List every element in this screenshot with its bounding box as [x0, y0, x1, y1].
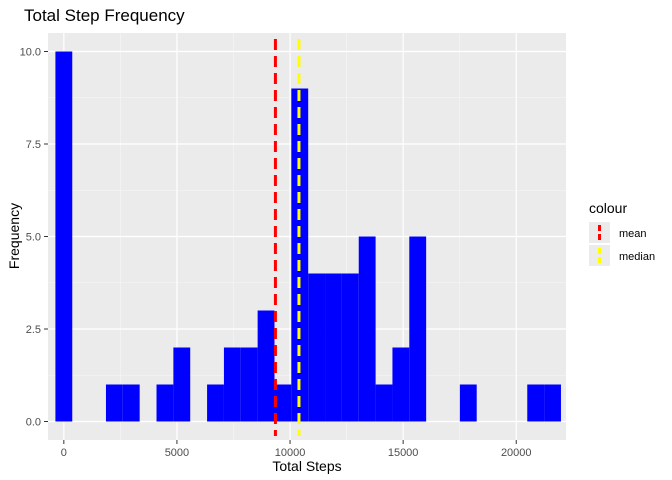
legend-key-background	[589, 245, 610, 266]
y-axis-title: Frequency	[6, 203, 22, 269]
histogram-bar	[375, 384, 393, 422]
histogram-bar	[409, 236, 427, 422]
x-tick-label: 15000	[388, 447, 419, 459]
histogram-bar	[459, 384, 477, 422]
x-tick-label: 20000	[501, 447, 532, 459]
histogram-bar	[105, 384, 123, 422]
histogram-bar	[173, 347, 191, 422]
x-axis: 0 5000 10000 15000 20000	[61, 440, 532, 459]
y-tick-label: 10.0	[20, 47, 41, 59]
chart-title: Total Step Frequency	[24, 6, 185, 25]
histogram-bar	[156, 384, 174, 422]
reference-lines	[273, 39, 301, 436]
histogram-bar	[325, 273, 342, 422]
y-axis: 0.0 2.5 5.0 7.5 10.0	[20, 47, 48, 429]
histogram-bar	[223, 347, 241, 422]
histogram-bar	[291, 88, 309, 422]
histogram-bar	[122, 384, 140, 422]
histogram-bar	[358, 236, 376, 422]
histogram-bar	[544, 384, 561, 422]
histogram-bar	[308, 273, 326, 422]
histogram-bar	[392, 347, 410, 422]
histogram-bar	[257, 310, 275, 422]
histogram-bar	[527, 384, 545, 422]
y-tick-label: 0.0	[26, 417, 41, 429]
legend-label-median: median	[619, 251, 655, 263]
histogram-bar	[55, 51, 73, 422]
histogram-bar	[274, 384, 292, 422]
x-tick-label: 10000	[275, 447, 306, 459]
histogram-bars	[55, 51, 561, 422]
legend-label-mean: mean	[619, 228, 647, 240]
x-tick-label: 5000	[165, 447, 189, 459]
histogram-bar	[341, 273, 359, 422]
y-tick-label: 2.5	[26, 324, 41, 336]
x-axis-title: Total Steps	[272, 458, 341, 474]
legend-title: colour	[589, 200, 627, 216]
histogram-bar	[240, 347, 258, 422]
y-tick-label: 5.0	[26, 232, 41, 244]
y-tick-label: 7.5	[26, 139, 41, 151]
histogram-bar	[207, 384, 224, 422]
legend-key-background	[589, 222, 610, 243]
legend: colour mean median	[589, 200, 655, 266]
x-tick-label: 0	[61, 447, 67, 459]
